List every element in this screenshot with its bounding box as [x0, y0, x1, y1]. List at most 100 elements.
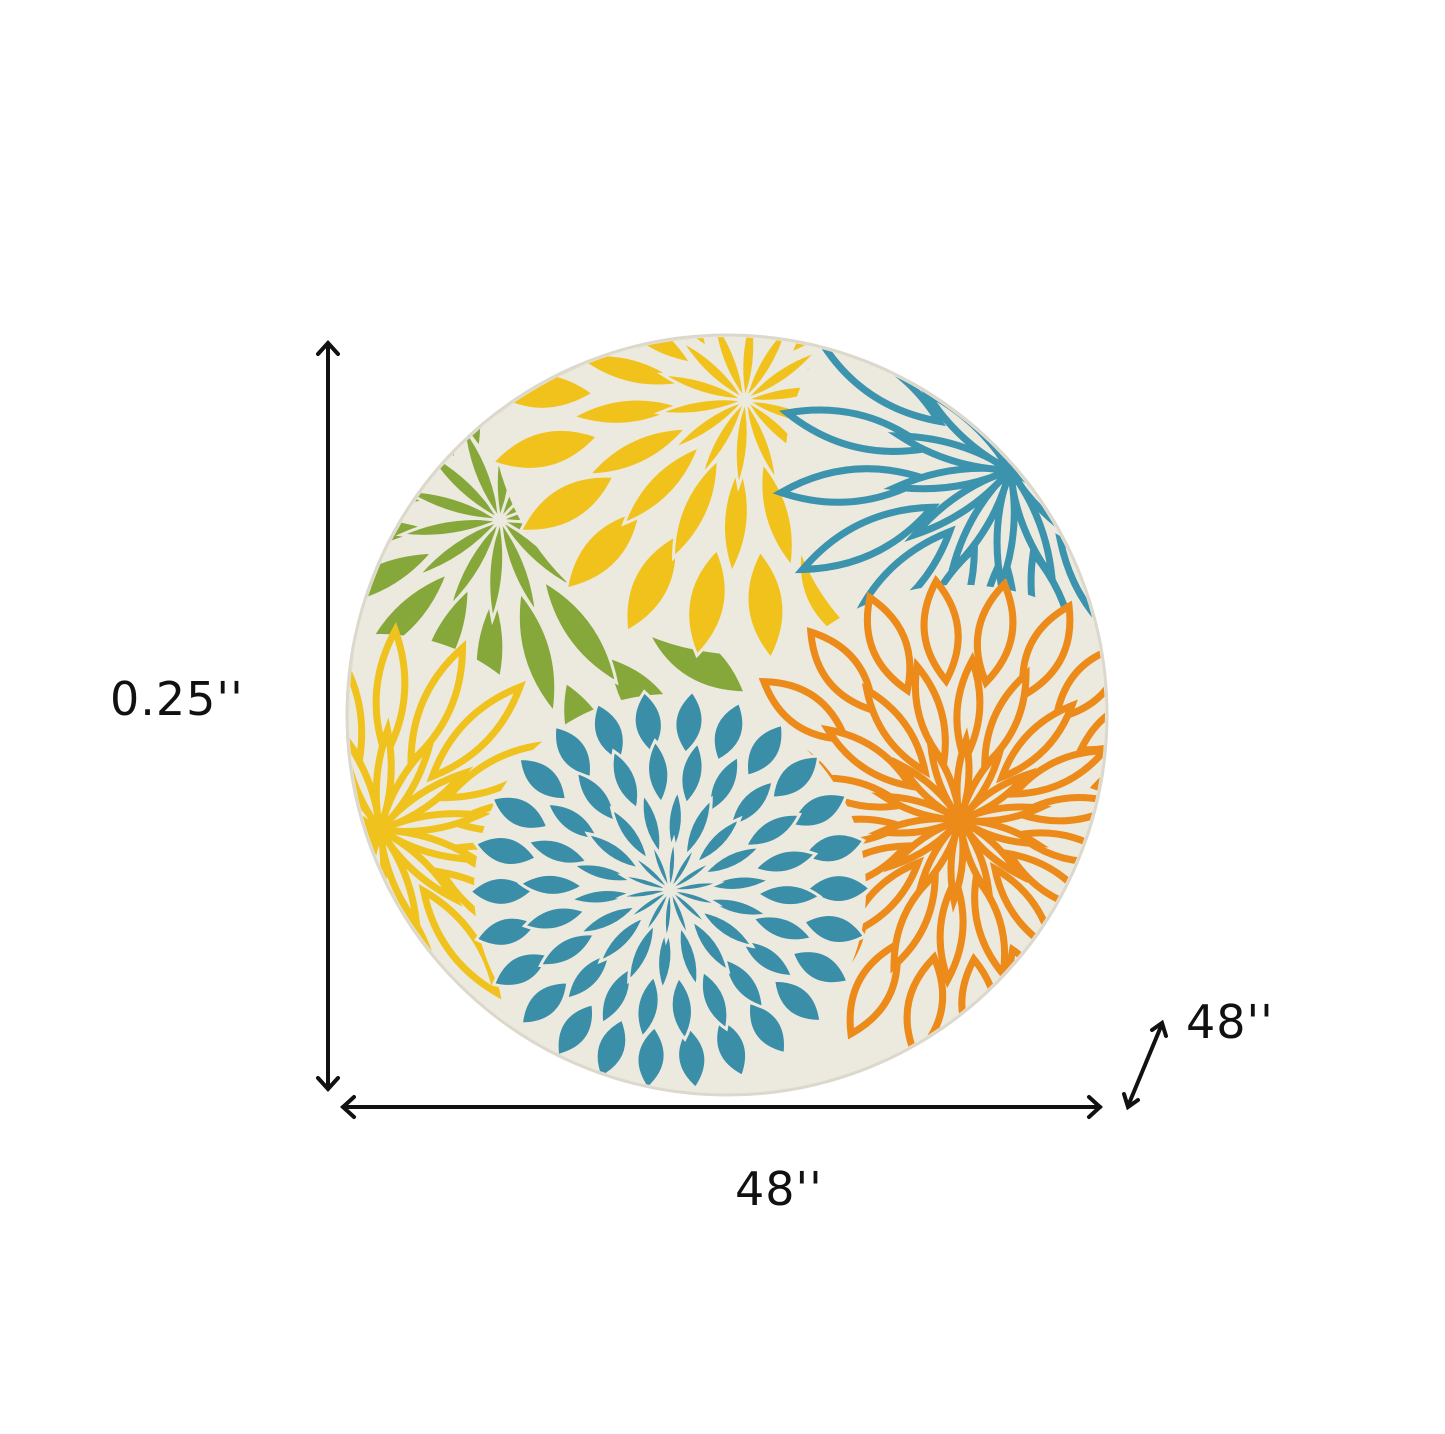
petal	[953, 651, 984, 769]
petal	[412, 516, 505, 580]
petal	[947, 803, 1052, 825]
petal	[517, 872, 586, 897]
petal	[453, 337, 500, 349]
petal	[517, 757, 569, 802]
petal	[1074, 513, 1105, 605]
petal	[566, 888, 637, 906]
petal	[1006, 943, 1057, 1049]
petal	[599, 965, 633, 1027]
petal	[1003, 359, 1075, 482]
petal	[669, 974, 694, 1042]
petal	[564, 508, 643, 591]
petal	[372, 622, 409, 764]
petal	[772, 465, 933, 506]
petal	[805, 873, 873, 904]
petal	[1093, 807, 1105, 849]
petal	[764, 144, 803, 250]
petal	[516, 588, 558, 717]
petal	[349, 466, 431, 506]
petal	[568, 397, 684, 426]
width-label: 48''	[735, 1162, 823, 1216]
height-label: 0.25''	[110, 672, 244, 726]
petal	[264, 667, 337, 769]
petal	[349, 404, 442, 480]
petal	[381, 354, 459, 463]
petal	[706, 141, 743, 249]
petal	[677, 922, 700, 990]
petal	[533, 250, 622, 312]
petal	[349, 890, 353, 1020]
petal	[216, 418, 334, 468]
petal	[569, 862, 638, 884]
petal	[739, 938, 795, 979]
petal	[367, 810, 492, 835]
petal	[349, 629, 366, 767]
petal	[518, 474, 617, 533]
petal	[1043, 924, 1105, 1013]
petal	[1002, 342, 1027, 483]
petal	[676, 1024, 708, 1091]
petal	[664, 880, 725, 893]
petal	[745, 548, 786, 662]
petal	[722, 956, 765, 1010]
petal	[487, 514, 506, 626]
round-rug	[186, 141, 1109, 1097]
petal	[497, 514, 539, 619]
petal	[770, 337, 819, 345]
petal	[525, 837, 590, 866]
petal	[744, 722, 785, 779]
petal	[801, 832, 866, 865]
petal	[695, 337, 731, 341]
petal	[1064, 337, 1105, 415]
petal	[733, 394, 750, 492]
petal	[447, 515, 503, 612]
petal	[973, 577, 1017, 689]
petal	[473, 834, 539, 867]
petal	[598, 337, 695, 366]
petal	[1085, 485, 1105, 534]
petal	[861, 682, 931, 779]
petal	[1042, 337, 1105, 400]
petal	[520, 337, 568, 351]
petal	[740, 348, 822, 404]
height-arrow	[316, 340, 340, 1092]
petal	[186, 778, 307, 814]
petal	[683, 795, 713, 860]
petal	[770, 754, 821, 800]
petal	[610, 748, 641, 812]
petal	[849, 211, 923, 290]
petal	[742, 337, 792, 405]
petal	[552, 724, 593, 780]
petal	[711, 700, 746, 764]
petal	[936, 871, 967, 989]
petal	[863, 591, 914, 697]
petal	[794, 503, 940, 574]
petal	[624, 532, 679, 635]
petal	[209, 554, 330, 600]
petal	[426, 680, 526, 783]
petal	[754, 883, 823, 908]
petal	[813, 168, 864, 265]
petal	[999, 397, 1105, 478]
petal	[583, 196, 650, 281]
petal	[538, 932, 597, 968]
petal	[490, 794, 550, 831]
petal	[627, 920, 657, 985]
petal	[771, 978, 823, 1023]
petal	[656, 923, 674, 994]
petal	[584, 831, 643, 871]
petal	[673, 689, 705, 756]
petal	[1051, 641, 1105, 723]
petal	[1002, 337, 1043, 393]
petal	[545, 801, 601, 842]
petal	[382, 337, 439, 361]
petal	[641, 337, 710, 351]
petal	[565, 951, 612, 1001]
depth-label: 48''	[1186, 995, 1274, 1049]
petal	[645, 159, 691, 259]
petal	[407, 640, 467, 770]
petal	[846, 939, 901, 1040]
petal	[806, 627, 877, 716]
petal	[349, 550, 436, 609]
petal	[997, 447, 1105, 476]
